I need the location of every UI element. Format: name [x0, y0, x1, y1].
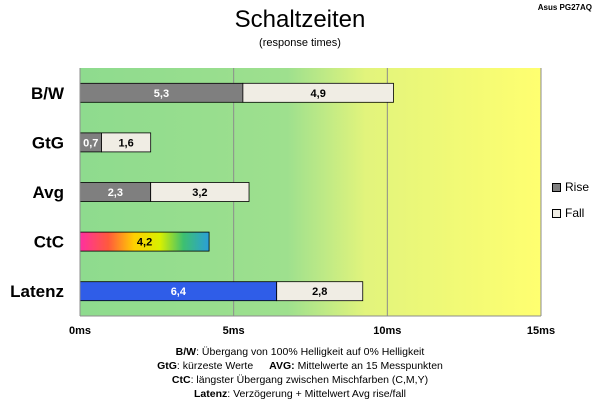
bar-fall	[242, 82, 394, 103]
legend-swatch-rise	[552, 182, 561, 192]
bar-rise-label: 0,7	[83, 137, 98, 149]
footnote-key: CtC	[171, 374, 191, 386]
bar-rise-label: 5,3	[154, 88, 169, 100]
bar-fall-label: 2,8	[312, 286, 327, 298]
bar-rise-label: 6,4	[171, 286, 187, 298]
legend-item-fall: Fall	[552, 206, 584, 220]
bar-fall	[101, 132, 152, 153]
footnote-latenz: Latenz: Verzögerung + Mittelwert Avg ris…	[0, 387, 600, 401]
footnote-gtg-avg: GtG: kürzeste Werte AVG: Mittelwerte an 1…	[0, 359, 600, 373]
monitor-model: Asus PG27AQ	[537, 3, 592, 12]
bar-fall-label: 3,2	[192, 187, 207, 199]
footnote-text: : kürzeste Werte	[176, 360, 254, 372]
x-tick-label: 15ms	[527, 325, 555, 337]
footnote-key-avg: AVG:	[269, 360, 295, 372]
bar-fall	[150, 182, 250, 202]
category-label: GtG	[32, 133, 64, 152]
bar-fall	[276, 281, 364, 302]
bar-rise-label: 2,3	[108, 187, 123, 199]
footnote-key: B/W	[175, 346, 197, 358]
category-label: B/W	[31, 84, 65, 103]
chart-title: Schaltzeiten	[234, 6, 366, 33]
bar-rise-label: 4,2	[137, 237, 152, 249]
category-label: Avg	[33, 183, 65, 202]
footnote-key: Latenz	[194, 388, 228, 400]
footnote-text: : längster Übergang zwischen Mischfarben…	[190, 374, 429, 386]
chart-subtitle: (response times)	[259, 37, 341, 49]
footnote-bw: B/W: Übergang von 100% Helligkeit auf 0%…	[0, 345, 600, 359]
legend-item-rise: Rise	[552, 180, 589, 194]
bar-fall-label: 4,9	[311, 88, 326, 100]
category-label: CtC	[34, 233, 64, 252]
legend-label-fall: Fall	[565, 206, 585, 220]
legend-label-rise: Rise	[565, 180, 590, 194]
footnote-text: : Übergang von 100% Helligkeit auf 0% He…	[196, 346, 425, 358]
x-tick-label: 5ms	[223, 325, 245, 337]
footnote-key: GtG	[157, 360, 177, 372]
footnote-ctc: CtC: längster Übergang zwischen Mischfar…	[0, 373, 600, 387]
legend-swatch-fall	[552, 208, 561, 218]
footnote-text: : Verzögerung + Mittelwert Avg rise/fall	[227, 388, 406, 400]
bar-fall-label: 1,6	[118, 137, 133, 149]
category-label: Latenz	[10, 282, 64, 301]
x-tick-label: 0ms	[69, 325, 91, 337]
x-tick-label: 10ms	[373, 325, 401, 337]
footnote-text-avg: Mittelwerte an 15 Messpunkten	[294, 360, 443, 372]
